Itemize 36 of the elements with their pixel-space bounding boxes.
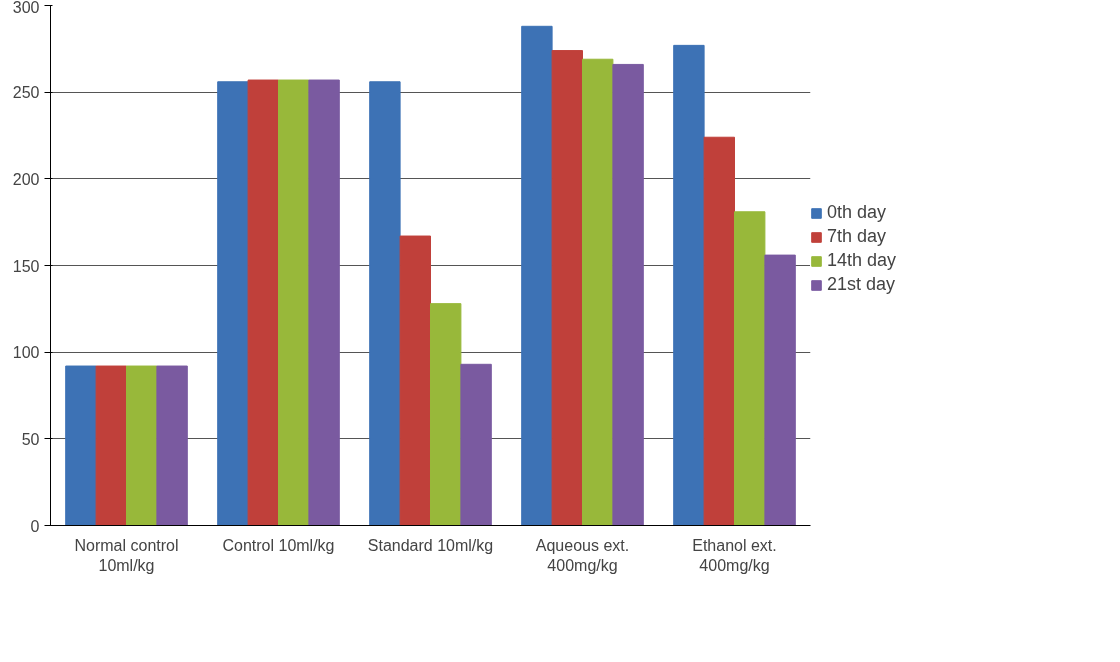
bar — [247, 79, 279, 526]
x-tick-label: Ethanol ext. 400mg/kg — [692, 536, 777, 574]
x-tick-label: Standard 10ml/kg — [367, 536, 494, 554]
bar — [430, 303, 462, 526]
legend-label: 0th day — [827, 202, 887, 223]
bar — [582, 58, 614, 526]
bar — [217, 81, 249, 526]
bar — [126, 365, 158, 526]
x-tick-label: Control 10ml/kg — [222, 536, 335, 554]
bar — [95, 365, 127, 526]
bar — [65, 365, 97, 526]
y-tick-label: 200 — [12, 170, 40, 188]
x-tick-label: Aqueous ext. 400mg/kg — [535, 536, 630, 574]
legend-label: 14th day — [827, 250, 897, 271]
bar — [156, 365, 188, 526]
y-tick-label: 250 — [12, 84, 40, 102]
y-tick-label: 50 — [21, 430, 40, 448]
y-tick-label: 100 — [12, 344, 40, 362]
y-tick-label: 0 — [30, 517, 40, 535]
bar — [612, 63, 644, 526]
legend-label: 21st day — [827, 274, 896, 295]
bar — [673, 44, 705, 526]
bar — [703, 136, 735, 526]
legend-label: 7th day — [827, 226, 887, 247]
bar — [399, 235, 431, 526]
y-tick-label: 150 — [12, 257, 40, 275]
y-tick-label: 300 — [12, 0, 40, 16]
bar — [460, 363, 492, 526]
bar — [308, 79, 340, 526]
bar — [278, 79, 310, 526]
bar — [369, 81, 401, 526]
bar — [521, 25, 553, 526]
bar — [551, 50, 583, 526]
bar — [734, 211, 766, 526]
bar — [764, 254, 796, 526]
x-tick-label: Normal control 10ml/kg — [74, 536, 179, 574]
